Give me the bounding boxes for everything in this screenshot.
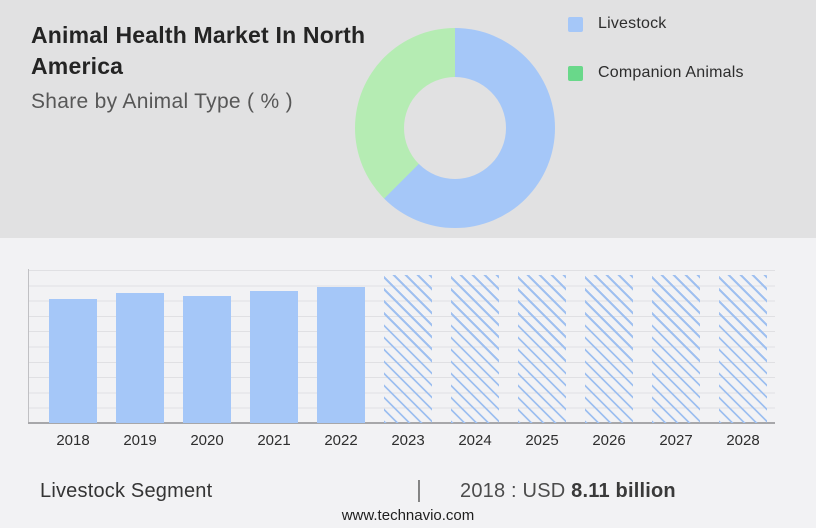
bar-forecast-2026 [585, 275, 633, 423]
bar-forecast-2024 [451, 275, 499, 423]
x-tick-label-2028: 2028 [726, 432, 760, 449]
market-value-amount: 8.11 billion [571, 480, 676, 502]
legend-label-companion-animals: Companion Animals [598, 64, 744, 81]
x-tick-label-2021: 2021 [257, 432, 291, 449]
x-tick-label-2024: 2024 [458, 432, 492, 449]
donut-hole [404, 77, 506, 179]
legend-item-livestock: Livestock [568, 15, 667, 33]
x-tick-label-2027: 2027 [659, 432, 693, 449]
market-value-caption: 2018 : USD 8.11 billion [460, 480, 676, 503]
market-value-prefix: 2018 : USD [460, 480, 566, 502]
bar-chart-plot-area [28, 269, 775, 424]
x-tick-label-2026: 2026 [592, 432, 626, 449]
bar-forecast-2028 [719, 275, 767, 423]
legend-label-livestock: Livestock [598, 15, 667, 32]
y-axis-line [28, 269, 29, 424]
x-axis-labels: 2018 2019 2020 2021 2022 2023 2024 2025 2026 2027… [28, 432, 775, 452]
bar-forecast-2023 [384, 275, 432, 423]
page-title-line1: Animal Health Market In North [31, 22, 366, 48]
x-tick-label-2023: 2023 [391, 432, 425, 449]
bar-actual-2020 [183, 296, 231, 423]
legend-item-companion-animals: Companion Animals [568, 64, 744, 82]
legend-swatch-livestock [568, 16, 583, 32]
donut-chart [355, 28, 555, 228]
bar-forecast-2027 [652, 275, 700, 423]
page-title: Animal Health Market In North America [31, 20, 391, 82]
bar-actual-2021 [250, 291, 298, 423]
page-title-line2: America [31, 53, 124, 79]
x-tick-label-2018: 2018 [56, 432, 90, 449]
bar-actual-2022 [317, 287, 365, 423]
page-subtitle: Share by Animal Type ( % ) [31, 90, 293, 113]
bar-forecast-2025 [518, 275, 566, 423]
x-tick-label-2025: 2025 [525, 432, 559, 449]
x-tick-label-2020: 2020 [190, 432, 224, 449]
title-block: Animal Health Market In North America Sh… [31, 20, 391, 114]
bar-actual-2019 [116, 293, 164, 423]
x-tick-label-2019: 2019 [123, 432, 157, 449]
bar-chart-panel: 2018 2019 2020 2021 2022 2023 2024 2025 2026 2027… [0, 238, 816, 528]
bar-actual-2018 [49, 299, 97, 423]
x-tick-label-2022: 2022 [324, 432, 358, 449]
x-axis-baseline [28, 422, 775, 424]
header-panel: Animal Health Market In North America Sh… [0, 0, 816, 238]
segment-caption: Livestock Segment [40, 480, 213, 502]
legend-swatch-companion-animals [568, 65, 583, 81]
caption-separator: | [416, 476, 422, 502]
website-footer: www.technavio.com [341, 507, 475, 524]
